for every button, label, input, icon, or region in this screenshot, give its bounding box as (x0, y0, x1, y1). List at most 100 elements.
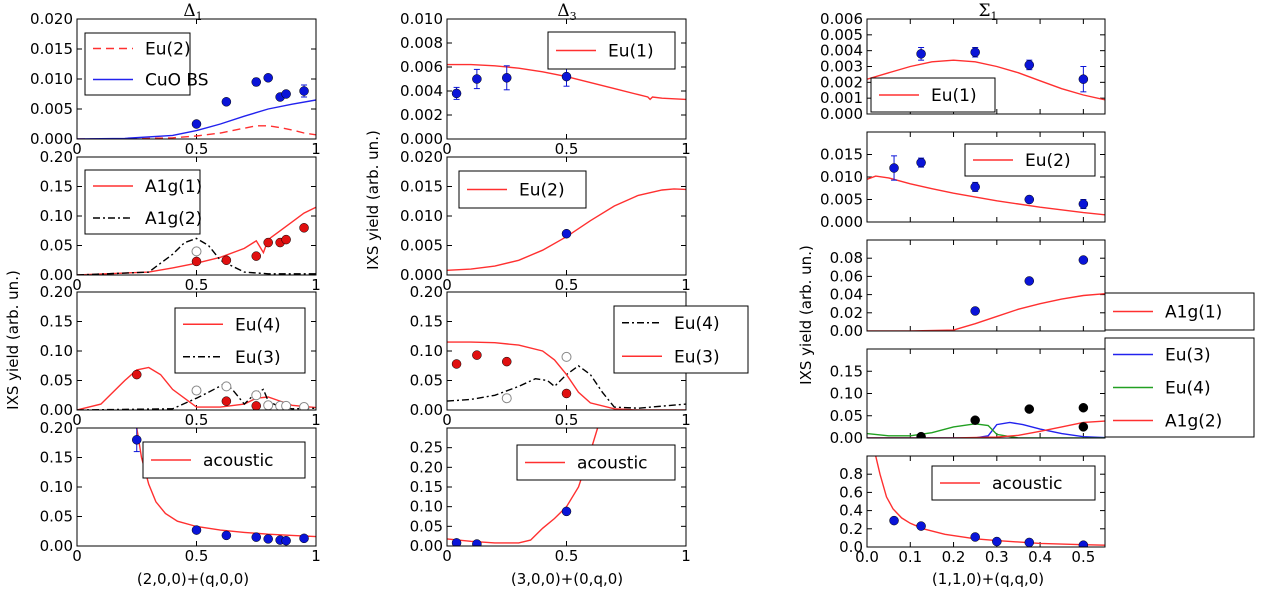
series-line (77, 237, 316, 275)
y-tick-label: 0.00 (410, 401, 443, 419)
x-tick-label: 0 (72, 276, 82, 294)
y-tick-label: 0.10 (40, 478, 73, 496)
x-tick-label: 0.3 (985, 548, 1009, 566)
data-point (916, 49, 926, 59)
legend: acoustic (931, 465, 1096, 501)
x-tick-label: 0 (442, 276, 452, 294)
y-tick-label: 0.002 (400, 106, 443, 124)
y-tick-label: 0.10 (830, 385, 863, 403)
legend: Eu(3) Eu(4) A1g(2) (1104, 337, 1255, 438)
y-tick-label: 0.05 (410, 372, 443, 390)
y-tick-label: 0.15 (40, 313, 73, 331)
data-point (1078, 422, 1089, 432)
legend-box (174, 307, 306, 374)
y-tick-label: 0.15 (410, 478, 443, 496)
data-point (970, 47, 980, 57)
y-tick-label: 0.020 (400, 148, 443, 166)
data-point (299, 86, 309, 96)
data-point-open (501, 393, 512, 404)
data-point (1024, 60, 1035, 70)
legend-label: Eu(4) (1165, 379, 1211, 399)
data-point (132, 369, 142, 380)
column-title-1: Δ1 (183, 1, 202, 23)
data-point (970, 182, 980, 192)
y-tick-label: 0.015 (400, 178, 443, 196)
data-point (281, 89, 291, 99)
series-line (867, 59, 1105, 101)
data-point (132, 435, 142, 445)
plot-area (447, 188, 686, 271)
y-tick-label: 0.004 (820, 42, 863, 60)
plot-area (77, 206, 316, 275)
y-tick-label: 0.015 (820, 146, 863, 164)
legend-label: acoustic (992, 474, 1063, 494)
y-tick-label: 0.00 (40, 266, 73, 284)
x-tick-label: 0 (442, 547, 452, 565)
y-tick-label: 0.008 (400, 34, 443, 52)
y-tick-label: 0.10 (410, 498, 443, 516)
series-line (77, 366, 316, 410)
y-tick-label: 0.06 (830, 267, 863, 285)
y-tick-label: 0.005 (820, 191, 863, 209)
legend-label: Eu(2) (145, 40, 191, 60)
legend-label: Eu(1) (931, 86, 977, 106)
y-tick-label: 0.8 (839, 465, 863, 483)
x-tick-label: 0.5 (555, 276, 579, 294)
y-tick-label: 0.25 (410, 439, 443, 457)
data-point (472, 350, 482, 360)
data-point (1078, 74, 1089, 84)
data-point (251, 77, 261, 87)
data-point-open (191, 385, 202, 396)
legend: Eu(1) (547, 31, 676, 70)
axes-frame (866, 18, 1106, 115)
x-axis-label-2: (3,0,0)+(0,q,0) (511, 570, 623, 588)
data-point (561, 388, 572, 399)
x-tick-label: 0.4 (1028, 548, 1052, 566)
y-tick-label: 0.05 (40, 508, 73, 526)
legend: acoustic (142, 441, 306, 479)
plot-area (77, 73, 316, 139)
data-point (451, 359, 462, 369)
data-point-open (251, 390, 262, 401)
column-title-3: Σ1 (978, 1, 997, 23)
data-point (191, 525, 202, 535)
chart-panel-c2-r1: 0.000 0.002 0.004 0.006 0.008 0.010 0 0.5 1 Eu(1) (400, 10, 691, 158)
legend: Eu(2) (964, 143, 1096, 177)
x-tick-label: 0 (72, 547, 82, 565)
axes-frame (446, 427, 687, 547)
y-tick-label: 0.10 (40, 207, 73, 225)
axes-frame (446, 156, 687, 276)
plot-area (867, 155, 1105, 216)
y-tick-label: 0.10 (40, 342, 73, 360)
plot-area (132, 428, 316, 546)
y-tick-label: 0.000 (820, 105, 863, 123)
data-point (970, 532, 980, 542)
legend-label: A1g(2) (145, 209, 202, 229)
plot-area (447, 341, 686, 410)
series-line (77, 206, 316, 275)
chart-panel-c2-r3: 0.00 0.05 0.10 0.15 0.20 0 0.5 1 Eu(4) Eu(3) (410, 283, 749, 429)
y-tick-label: 0.006 (400, 58, 443, 76)
y-axis-label-2: IXS yield (arb. un.) (364, 130, 382, 270)
legend-label: A1g(1) (1165, 303, 1222, 323)
y-tick-label: 0.15 (40, 178, 73, 196)
legend-label: A1g(1) (145, 177, 202, 197)
chart-panel-c2-r2: 0.000 0.005 0.010 0.015 0.020 0 0.5 1 Eu(2) (400, 148, 691, 294)
chart-panel-c2-r4: 0.00 0.050.10 0.15 0.200.25 0 0.5 1 acoustic (410, 427, 691, 565)
chart-panel-c3-r4: 0.00 0.05 0.10 0.15 Eu(3) Eu(4) A1g(2) (830, 337, 1255, 447)
data-point (221, 97, 232, 107)
chart-panel-c3-r3: 0.000.020.040.060.08 A1g(1) (830, 239, 1255, 340)
axes-frame (866, 239, 1106, 332)
x-tick-label: 1 (311, 140, 321, 158)
x-tick-label: 1 (681, 411, 691, 429)
y-tick-label: 0.001 (820, 89, 863, 107)
data-point (561, 228, 572, 239)
data-point-open (263, 400, 274, 410)
data-point (561, 506, 572, 517)
legend: acoustic (516, 444, 676, 481)
chart-panel-c1-r1: 0.000 0.005 0.010 0.015 0.020 0 0.5 1 Eu(2) CuO B… (30, 10, 321, 158)
x-axis-label-1: (2,0,0)+(q,0,0) (137, 570, 249, 588)
x-tick-label: 0 (72, 140, 82, 158)
y-tick-label: 0.000 (400, 130, 443, 148)
data-point (263, 73, 273, 83)
